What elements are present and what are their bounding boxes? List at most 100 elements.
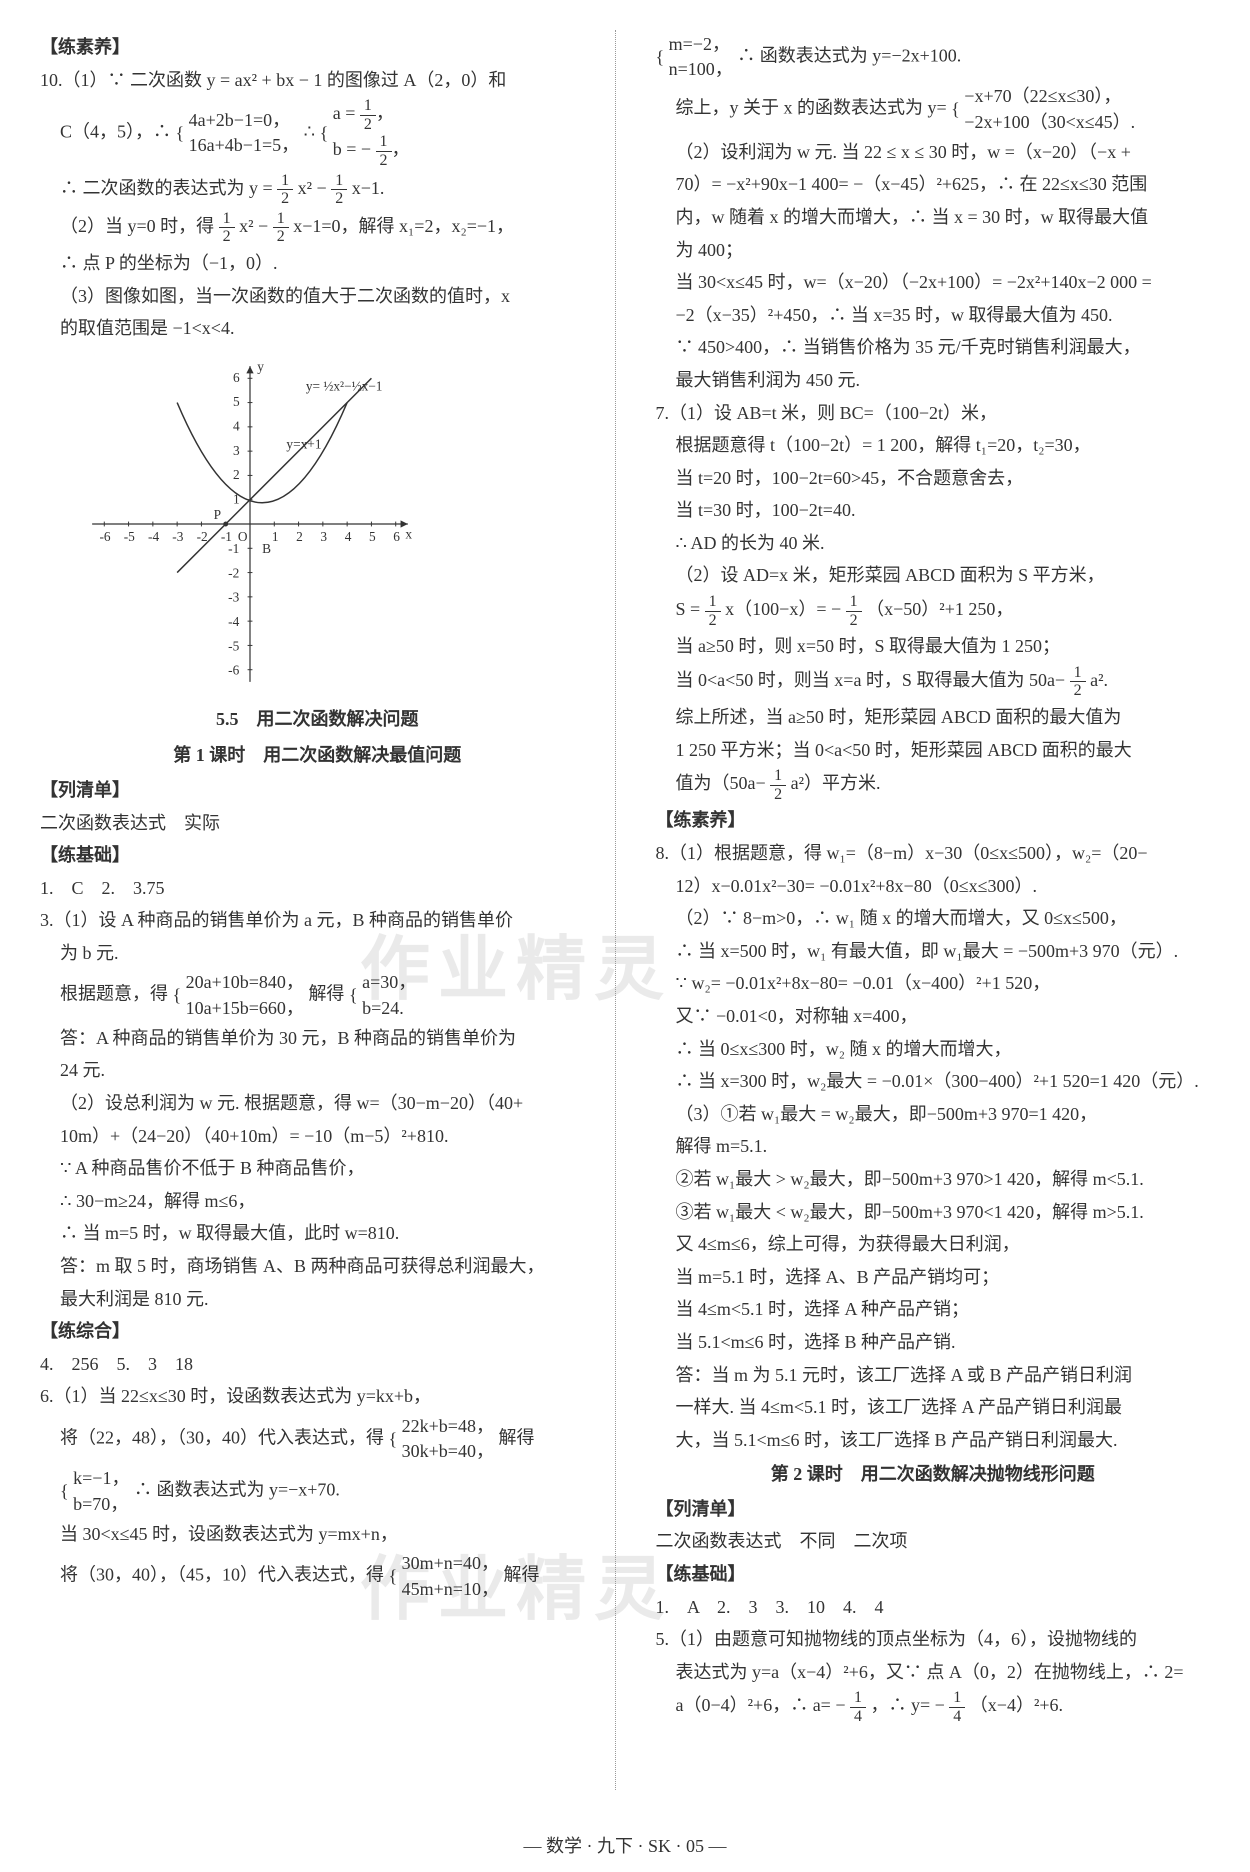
graph-labels: x y y= ½x²−½x−1 y=x+1 P B -6-5-4 -3-2-1 … [99, 359, 412, 678]
text-line: 5.（1）由题意可知抛物线的顶点坐标为（4，6），设抛物线的 [656, 1624, 1211, 1655]
brace-group: 22k+b=48， 30k+b=40， [402, 1414, 494, 1464]
page-columns: 【练素养】 10.（1）∵ 二次函数 y = ax² + bx − 1 的图像过… [40, 30, 1210, 1790]
svg-text:2: 2 [296, 529, 303, 544]
svg-text:-1: -1 [228, 541, 239, 556]
text-line: 1. A 2. 3 3. 10 4. 4 [656, 1592, 1211, 1623]
text-line: 8.（1）根据题意，得 w₁=（8−m）x−30（0≤x≤500），w₂=（20… [656, 838, 1211, 869]
text-line: 的取值范围是 −1<x<4. [40, 313, 595, 344]
text: 解得 [498, 1427, 534, 1447]
text-line: { m=−2， n=100， ∴ 函数表达式为 y=−2x+100. [656, 32, 1211, 82]
svg-text:-4: -4 [148, 529, 159, 544]
left-brace-icon: { [176, 118, 185, 149]
text-line: 最大利润是 810 元. [40, 1284, 595, 1315]
text: x（100−x）= − [725, 599, 845, 619]
text-line: 4. 256 5. 3 18 [40, 1349, 595, 1380]
axis-label-x: x [405, 526, 412, 541]
axis-label-y: y [257, 359, 264, 374]
left-column: 【练素养】 10.（1）∵ 二次函数 y = ax² + bx − 1 的图像过… [40, 30, 616, 1790]
heading-liansuyang: 【练素养】 [40, 32, 595, 63]
svg-text:3: 3 [320, 529, 327, 544]
text: ∴ 函数表达式为 y=−2x+100. [737, 45, 961, 65]
fraction: 14 [949, 1689, 965, 1725]
text-line: （2）设总利润为 w 元. 根据题意，得 w=（30−m−20）（40+ [40, 1088, 595, 1119]
text-line: ∴ 当 0≤x≤300 时，w₂ 随 x 的增大而增大， [656, 1034, 1211, 1065]
svg-text:5: 5 [369, 529, 376, 544]
text-line: 70）= −x²+90x−1 400= −（x−45）²+625，∴ 在 22≤… [656, 169, 1211, 200]
eq-row: k=−1， [73, 1466, 129, 1491]
text-line: 当 30<x≤45 时，w=（x−20）（−2x+100）= −2x²+140x… [656, 267, 1211, 298]
text-line: ②若 w₁最大 > w₂最大，即−500m+3 970>1 420，解得 m<5… [656, 1164, 1211, 1195]
text-line: 3.（1）设 A 种商品的销售单价为 a 元，B 种商品的销售单价 [40, 905, 595, 936]
text-line: ∴ 二次函数的表达式为 y = 12 x² − 12 x−1. [40, 172, 595, 208]
fraction: 12 [277, 172, 293, 208]
text: a²）平方米. [791, 773, 881, 793]
text-line: 最大销售利润为 450 元. [656, 365, 1211, 396]
fraction: 12 [219, 210, 235, 246]
svg-text:3: 3 [233, 443, 240, 458]
label-p: P [214, 507, 221, 522]
text-line: ∴ 当 x=300 时，w₂最大 = −0.01×（300−400）²+1 52… [656, 1066, 1211, 1097]
svg-text:-2: -2 [228, 565, 239, 580]
text-line: 24 元. [40, 1055, 595, 1086]
graph-svg: x y y= ½x²−½x−1 y=x+1 P B -6-5-4 -3-2-1 … [40, 354, 460, 694]
text: ，∴ y= − [870, 1696, 949, 1716]
heading-liansuyang-2: 【练素养】 [656, 805, 1211, 836]
text-line: 12）x−0.01x²−30= −0.01x²+8x−80（0≤x≤300）. [656, 871, 1211, 902]
fraction: 12 [360, 97, 376, 133]
text-line: 大，当 5.1<m≤6 时，该工厂选择 B 产品产销日利润最大. [656, 1425, 1211, 1456]
text-line: 当 0<a<50 时，则当 x=a 时，S 取得最大值为 50a− 12 a². [656, 664, 1211, 700]
eq-row: 22k+b=48， [402, 1414, 494, 1439]
brace-group: k=−1， b=70， [73, 1466, 129, 1516]
text-line: 将（30，40），（45，10）代入表达式，得 { 30m+n=40， 45m+… [40, 1551, 595, 1601]
text-line: 当 a≥50 时，则 x=50 时，S 取得最大值为 1 250； [656, 631, 1211, 662]
svg-text:4: 4 [233, 418, 240, 433]
text-line: ∴ AD 的长为 40 米. [656, 528, 1211, 559]
svg-text:-6: -6 [228, 662, 239, 677]
heading-lianjichu-2: 【练基础】 [656, 1559, 1211, 1590]
text: ∴ 二次函数的表达式为 y = [60, 178, 277, 198]
brace-group: m=−2， n=100， [669, 32, 733, 82]
label-b: B [262, 541, 271, 556]
svg-text:-6: -6 [99, 529, 110, 544]
text: b = − [333, 140, 376, 160]
text: （x−4）²+6. [970, 1696, 1063, 1716]
svg-text:6: 6 [233, 370, 240, 385]
text: 综上，y 关于 x 的函数表达式为 y= [676, 98, 947, 118]
text-line: 10.（1）∵ 二次函数 y = ax² + bx − 1 的图像过 A（2，0… [40, 65, 595, 96]
text-line: 表达式为 y=a（x−4）²+6，又∵ 点 A（0，2）在抛物线上，∴ 2= [656, 1657, 1211, 1688]
text: （2）当 y=0 时，得 [60, 216, 219, 236]
text-line: 内，w 随着 x 的增大而增大，∴ 当 x = 30 时，w 取得最大值 [656, 202, 1211, 233]
eq-row: 16a+4b−1=5， [189, 133, 299, 158]
text: x−1. [352, 178, 385, 198]
text-line: ∵ w₂= −0.01x²+8x−80= −0.01（x−400）²+1 520… [656, 968, 1211, 999]
text-line: 当 m=5.1 时，选择 A、B 产品产销均可； [656, 1262, 1211, 1293]
svg-text:-4: -4 [228, 614, 239, 629]
eq-row: 10a+15b=660， [186, 996, 304, 1021]
function-graph: x y y= ½x²−½x−1 y=x+1 P B -6-5-4 -3-2-1 … [40, 354, 460, 694]
svg-text:-3: -3 [172, 529, 183, 544]
text: 当 0<a<50 时，则当 x=a 时，S 取得最大值为 50a− [676, 670, 1066, 690]
text-line: S = 12 x（100−x）= − 12 （x−50）²+1 250， [656, 593, 1211, 629]
eq-row: 45m+n=10， [402, 1577, 499, 1602]
section-title-55: 5.5 用二次函数解决问题 [40, 704, 595, 735]
text: x² − [239, 216, 273, 236]
text-line: 当 4≤m<5.1 时，选择 A 种产品产销； [656, 1294, 1211, 1325]
brace-group: 20a+10b=840， 10a+15b=660， [186, 970, 304, 1020]
eq-row: a = 12， [333, 97, 410, 133]
text-line: ∵ A 种商品售价不低于 B 种商品售价， [40, 1153, 595, 1184]
text-line: 根据题意得 t（100−2t）= 1 200，解得 t₁=20，t₂=30， [656, 430, 1211, 461]
eq-row: m=−2， [669, 32, 733, 57]
text-line: 又∵ −0.01<0，对称轴 x=400， [656, 1001, 1211, 1032]
brace-group: −x+70（22≤x≤30）， −2x+100（30<x≤45）. [964, 84, 1135, 134]
svg-text:4: 4 [345, 529, 352, 544]
text-line: （2）∵ 8−m>0，∴ w₁ 随 x 的增大而增大，又 0≤x≤500， [656, 903, 1211, 934]
heading-lieqingdan: 【列清单】 [40, 775, 595, 806]
text-line: （2）设利润为 w 元. 当 22 ≤ x ≤ 30 时，w =（x−20）（−… [656, 137, 1211, 168]
heading-lianjichu: 【练基础】 [40, 840, 595, 871]
right-column: { m=−2， n=100， ∴ 函数表达式为 y=−2x+100. 综上，y … [646, 30, 1211, 1790]
left-brace-icon: { [389, 1424, 398, 1455]
eq-row: −2x+100（30<x≤45）. [964, 110, 1135, 135]
text-line: 答：m 取 5 时，商场销售 A、B 两种商品可获得总利润最大， [40, 1251, 595, 1282]
eq-row: 30k+b=40， [402, 1439, 494, 1464]
fraction: 12 [846, 593, 862, 629]
